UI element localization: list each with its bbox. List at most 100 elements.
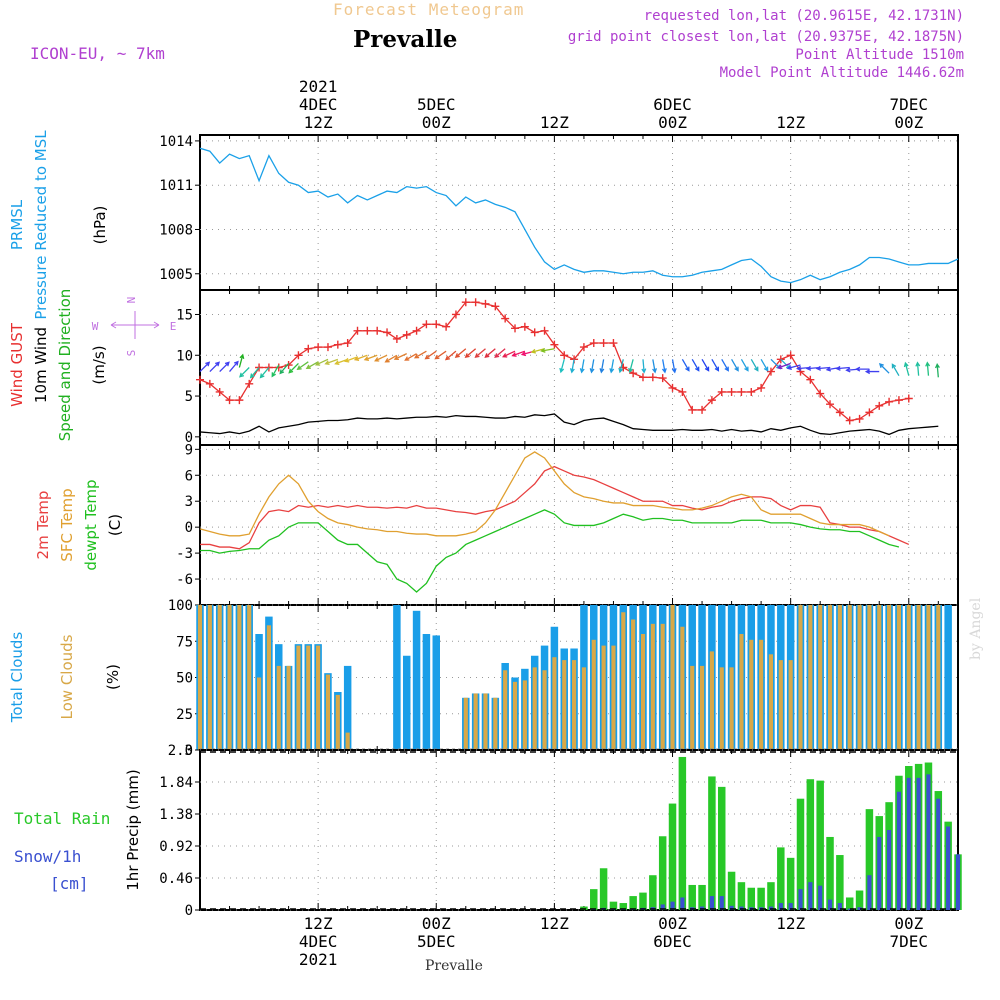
wind-direction-arrow: [652, 359, 657, 374]
gust-marker: [196, 375, 204, 384]
precip-rain-label: Total Rain: [14, 809, 110, 828]
gust-marker: [422, 320, 431, 329]
clouds-ytick-label: 25: [176, 707, 193, 723]
wind-direction-arrow: [915, 361, 921, 376]
wind-direction-arrow: [760, 359, 769, 372]
clouds-bar: [572, 660, 577, 750]
precip-bar: [688, 884, 696, 910]
wind-direction-arrow: [934, 362, 940, 378]
precip-bar: [590, 889, 598, 910]
gust-marker: [786, 351, 795, 360]
point-altitude: Point Altitude 1510m: [795, 47, 964, 63]
clouds-bar: [739, 634, 744, 750]
precip-bar: [936, 798, 941, 910]
precip-axis-label: 1hr Precip (mm): [124, 769, 142, 890]
wind-direction-arrow: [878, 363, 890, 374]
clouds-bar: [778, 660, 783, 750]
clouds-ytick-label: 50: [176, 671, 193, 687]
wind-direction-arrow: [618, 359, 624, 374]
wind-direction-arrow: [579, 359, 585, 374]
wind-direction-arrow: [238, 353, 245, 368]
gust-marker: [835, 408, 844, 417]
precip-bar: [855, 890, 864, 910]
wind-ytick-label: 10: [176, 348, 193, 364]
clouds-bar: [867, 605, 872, 750]
gust-marker: [717, 387, 726, 396]
clouds-bar: [562, 660, 567, 750]
wind-ytick-label: 5: [185, 389, 193, 405]
clouds-bar: [818, 605, 823, 750]
wind-direction-arrow: [444, 350, 457, 361]
gust-marker: [540, 326, 549, 335]
wind-direction-arrow: [209, 361, 220, 373]
clouds-bar: [591, 639, 596, 750]
temperature-ytick-label: 0: [185, 520, 193, 536]
gust-marker: [530, 328, 539, 337]
wind-direction-arrow: [891, 363, 900, 376]
gust-marker: [343, 339, 352, 348]
clouds-bar: [296, 645, 301, 750]
wind-direction-arrow: [864, 369, 880, 375]
clouds-bar: [660, 623, 665, 750]
bottom-time-label: 12Z: [304, 914, 333, 933]
clouds-bar: [306, 645, 311, 750]
wind-direction-arrow: [540, 347, 555, 353]
wind-direction-arrow: [353, 354, 368, 361]
precip-bar: [649, 875, 657, 910]
gust-marker: [629, 369, 638, 378]
wind-direction-arrow: [374, 354, 388, 362]
wind-axis-label: 10m Wind: [32, 327, 50, 403]
pressure-panel: 1005 1008 1011 1014 PRMSL Pressure Reduced to…: [8, 130, 959, 320]
wind-axis-label: Wind GUST: [8, 322, 26, 407]
bottom-time-label: 00Z: [658, 914, 687, 933]
clouds-bar: [207, 605, 212, 750]
temperature-series-line: [199, 451, 890, 537]
wind-direction-arrow: [740, 359, 749, 372]
wind-direction-arrow: [305, 361, 319, 369]
precip-bar: [767, 882, 775, 910]
precip-bar: [818, 885, 823, 910]
wind-direction-arrow: [589, 359, 595, 374]
bottom-time-label: 4DEC: [299, 932, 338, 951]
gust-marker: [668, 383, 677, 392]
gust-marker: [255, 363, 264, 372]
pressure-frame: [199, 134, 959, 291]
gust-marker: [560, 351, 569, 360]
wind-direction-arrow: [691, 359, 700, 372]
precip-bar: [798, 889, 803, 910]
gust-marker: [323, 343, 332, 352]
clouds-bar: [729, 667, 734, 750]
precip-bar: [757, 887, 765, 910]
precip-bar: [747, 887, 756, 910]
wind-direction-arrow: [494, 348, 506, 358]
clouds-bar: [542, 670, 547, 750]
precip-ytick-label: 1.84: [159, 775, 193, 791]
wind-direction-arrow: [229, 360, 239, 372]
gust-marker: [284, 361, 293, 370]
wind-direction-arrow: [599, 359, 605, 374]
precip-bar: [737, 882, 746, 910]
precip-bar: [786, 857, 795, 910]
clouds-bar: [670, 605, 675, 750]
gust-marker: [865, 408, 874, 417]
wind-direction-arrow: [559, 359, 565, 374]
gust-marker: [235, 396, 244, 405]
wind-direction-arrow: [474, 348, 486, 358]
wind-direction-arrow: [324, 358, 339, 366]
precip-bar: [660, 904, 665, 910]
precip-bar: [729, 905, 734, 910]
clouds-bar: [936, 605, 941, 750]
clouds-bar: [916, 605, 921, 750]
clouds-bar: [316, 645, 321, 750]
gust-marker: [274, 363, 283, 372]
clouds-bar: [926, 605, 931, 750]
wind-panel: 0 5 10 15 Wind GUST 10m Wind Speed and Directi…: [8, 289, 959, 446]
gust-marker: [688, 405, 697, 414]
precip-bar: [955, 854, 961, 910]
gust-marker: [904, 394, 913, 403]
pressure-axis-label: Pressure Reduced to MSL: [32, 130, 50, 320]
pressure-axis-label: (hPa): [91, 206, 109, 245]
bottom-time-label: 2021: [299, 950, 338, 969]
temperature-axis-label: (C): [106, 514, 124, 536]
clouds-bar: [412, 610, 421, 750]
